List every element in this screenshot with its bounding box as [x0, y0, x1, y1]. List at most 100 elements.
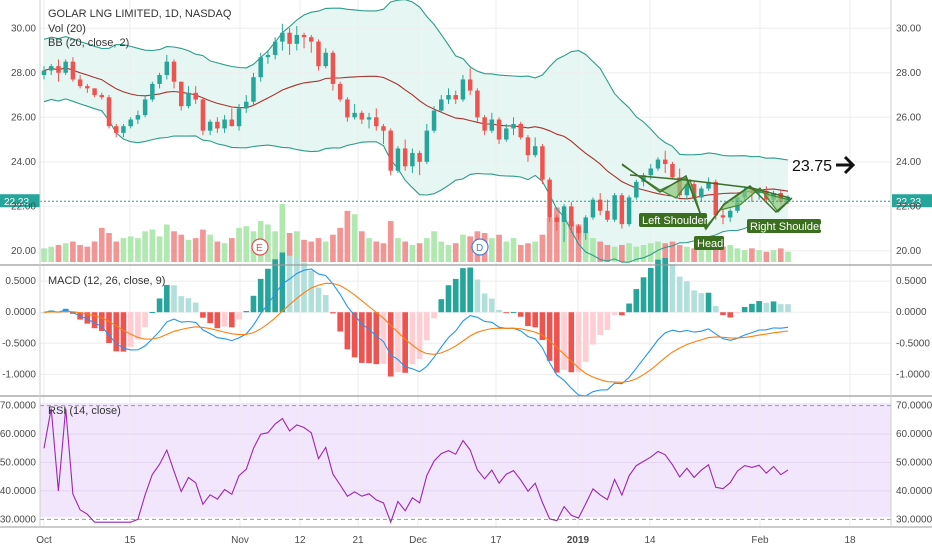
candle[interactable] [258, 52, 263, 82]
candle[interactable] [251, 72, 256, 107]
candle[interactable] [699, 186, 704, 202]
candle[interactable] [244, 95, 249, 113]
candle[interactable] [92, 88, 97, 98]
candle[interactable] [207, 119, 213, 136]
candle[interactable] [179, 81, 184, 111]
candle[interactable] [366, 112, 372, 129]
candle[interactable] [655, 157, 661, 171]
candle[interactable] [417, 150, 422, 176]
candle[interactable] [186, 86, 191, 109]
candle[interactable] [99, 92, 105, 100]
candle[interactable] [540, 144, 545, 185]
candle[interactable] [482, 115, 487, 136]
candle[interactable] [597, 192, 603, 216]
candle[interactable] [431, 106, 437, 133]
candle[interactable] [605, 199, 610, 222]
candle[interactable] [337, 81, 343, 102]
candle[interactable] [121, 123, 126, 138]
candle[interactable] [229, 108, 235, 127]
candle[interactable] [720, 208, 726, 225]
candle[interactable] [662, 150, 668, 173]
candle[interactable] [200, 97, 206, 136]
candle[interactable] [142, 95, 148, 118]
candlesticks[interactable] [41, 23, 791, 242]
candle[interactable] [374, 108, 379, 131]
candle[interactable] [135, 110, 141, 124]
candle[interactable] [85, 83, 90, 93]
candle[interactable] [518, 121, 523, 140]
candle[interactable] [150, 81, 155, 102]
rsi-axis-label-right: 60.0000 [896, 429, 932, 440]
candle[interactable] [446, 88, 451, 104]
macd-pane[interactable] [40, 252, 891, 397]
candle[interactable] [157, 72, 162, 89]
candle[interactable] [113, 123, 119, 138]
candle[interactable] [323, 48, 328, 69]
candle[interactable] [619, 192, 625, 229]
candle[interactable] [439, 95, 444, 113]
candle[interactable] [583, 215, 588, 240]
candle[interactable] [215, 117, 220, 133]
volume-bar [236, 227, 242, 262]
candle[interactable] [554, 215, 560, 231]
candle[interactable] [301, 32, 307, 49]
candle[interactable] [77, 75, 83, 89]
candle[interactable] [345, 97, 350, 122]
candle[interactable] [727, 208, 733, 222]
candle[interactable] [511, 117, 516, 136]
candle[interactable] [496, 117, 502, 145]
candle[interactable] [236, 103, 242, 131]
candle[interactable] [612, 192, 617, 222]
candle[interactable] [48, 63, 54, 76]
candle[interactable] [106, 95, 112, 129]
candle[interactable] [164, 54, 170, 80]
candle[interactable] [569, 201, 574, 234]
candle[interactable] [41, 66, 47, 80]
candle[interactable] [359, 110, 365, 124]
candle[interactable] [634, 179, 639, 200]
candle[interactable] [424, 123, 430, 165]
candle[interactable] [287, 28, 292, 55]
candle[interactable] [489, 112, 495, 133]
candle[interactable] [475, 88, 480, 122]
earnings-marker[interactable]: E [251, 238, 269, 256]
candle[interactable] [532, 137, 538, 158]
candle[interactable] [56, 59, 61, 82]
candle[interactable] [547, 177, 552, 222]
candle[interactable] [561, 204, 567, 242]
candle[interactable] [504, 123, 509, 142]
candle[interactable] [70, 57, 76, 82]
candle[interactable] [410, 148, 415, 173]
candle[interactable] [381, 123, 386, 145]
candle[interactable] [294, 26, 300, 51]
dividend-marker[interactable]: D [471, 238, 489, 256]
candle[interactable] [713, 179, 719, 220]
candle[interactable] [309, 34, 314, 53]
candle[interactable] [453, 90, 458, 104]
candle[interactable] [460, 75, 466, 102]
candle[interactable] [193, 86, 198, 104]
candle[interactable] [352, 103, 357, 120]
candle[interactable] [388, 128, 393, 176]
candle[interactable] [316, 39, 321, 71]
candle[interactable] [706, 177, 711, 191]
candle[interactable] [280, 23, 285, 51]
candle[interactable] [128, 117, 133, 129]
candle[interactable] [330, 50, 336, 91]
candle[interactable] [171, 59, 177, 89]
candle[interactable] [467, 68, 473, 96]
candle[interactable] [265, 50, 271, 64]
candle[interactable] [222, 115, 227, 133]
rsi-pane[interactable] [40, 405, 891, 524]
candle[interactable] [525, 135, 531, 162]
candle[interactable] [626, 195, 632, 227]
candle[interactable] [670, 161, 675, 180]
candle[interactable] [63, 59, 68, 76]
macd-histogram-bar [539, 312, 546, 340]
candle[interactable] [272, 37, 278, 60]
candle[interactable] [402, 139, 408, 171]
candle[interactable] [395, 146, 401, 173]
head-and-shoulders-pattern[interactable] [621, 163, 793, 231]
candle[interactable] [576, 224, 581, 240]
